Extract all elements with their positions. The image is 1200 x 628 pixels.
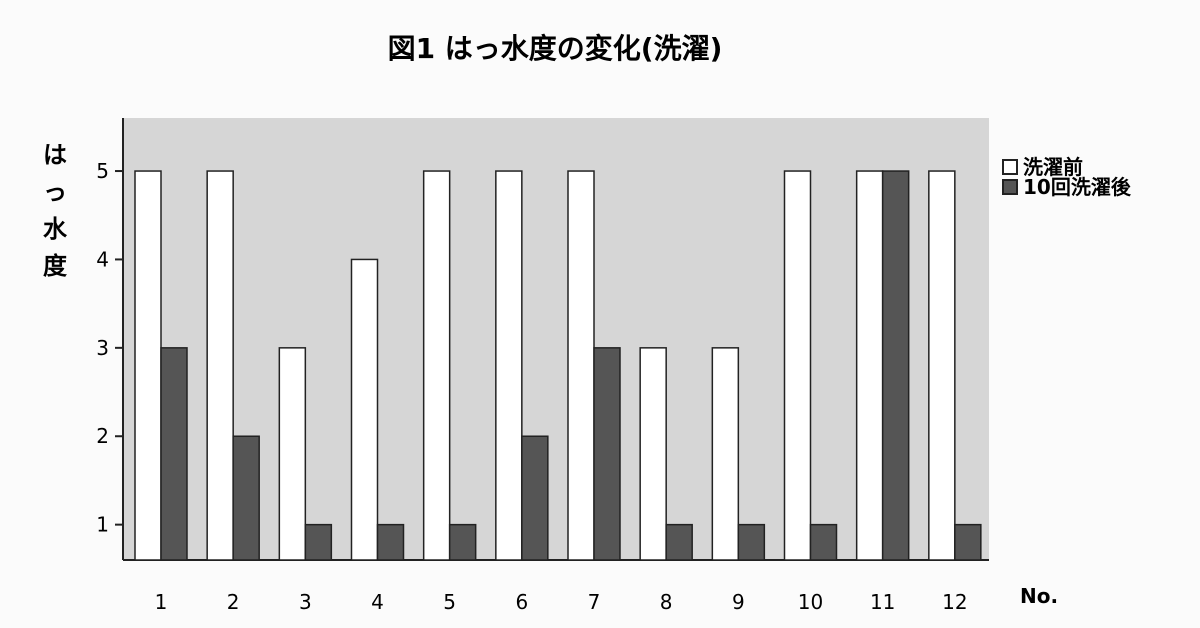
bar-after-5 [448, 523, 477, 561]
x-tick-label-2: 2 [227, 590, 240, 614]
bar-after-8 [665, 523, 693, 561]
x-tick-label-3: 3 [299, 590, 312, 614]
bar-before-2 [206, 170, 234, 561]
bar-before-8 [639, 347, 667, 561]
bar-before-4 [350, 258, 379, 561]
bar-after-9 [737, 523, 766, 561]
bar-after-3 [304, 523, 333, 561]
bar-before-12 [928, 170, 956, 561]
bar-after-7 [593, 347, 621, 561]
x-tick-label-5: 5 [443, 590, 456, 614]
legend-label-after: 10回洗濯後 [1023, 175, 1132, 199]
y-axis-label-char-2: っ [43, 178, 67, 206]
y-axis-label-char-1: は [43, 141, 67, 169]
bar-after-2 [232, 435, 260, 561]
bar-before-7 [567, 170, 595, 561]
y-tick-label: 4 [96, 247, 109, 271]
y-tick-label: 5 [96, 159, 109, 183]
y-ticks: 1 2 3 4 5 [96, 159, 123, 537]
y-tick-label: 2 [96, 424, 109, 448]
y-axis-label: は っ 水 度 [43, 141, 68, 280]
x-ticks: 1 2 3 4 5 6 7 8 9 10 11 12 [155, 590, 968, 614]
bar-before-6 [495, 170, 523, 561]
x-tick-label-6: 6 [515, 590, 528, 614]
bar-before-3 [278, 347, 307, 561]
bar-after-10 [809, 523, 838, 561]
bar-after-4 [376, 523, 405, 561]
bar-after-6 [521, 435, 549, 561]
legend-swatch-after [1002, 179, 1018, 195]
y-axis-label-char-4: 度 [43, 252, 68, 280]
legend-swatch-before [1002, 159, 1018, 175]
y-tick-label: 1 [96, 513, 109, 537]
bar-after-1 [160, 347, 188, 561]
bar-before-1 [134, 170, 162, 561]
x-tick-label-9: 9 [732, 590, 745, 614]
x-tick-label-7: 7 [588, 590, 601, 614]
x-axis-label: No. [1020, 584, 1058, 608]
bar-after-11 [881, 170, 910, 561]
bars [134, 170, 982, 561]
plot-area [123, 118, 989, 560]
bar-before-9 [711, 347, 740, 561]
legend: 洗濯前 10回洗濯後 [1002, 155, 1132, 199]
chart-title: 図1 はっ水度の変化(洗濯) [388, 32, 723, 65]
x-tick-label-1: 1 [155, 590, 168, 614]
x-tick-label-11: 11 [870, 590, 895, 614]
y-tick-label: 3 [96, 336, 109, 360]
legend-label-before: 洗濯前 [1023, 155, 1083, 179]
bar-before-5 [422, 170, 451, 561]
bar-after-12 [954, 523, 982, 561]
x-tick-label-8: 8 [660, 590, 673, 614]
bar-before-10 [783, 170, 812, 561]
bar-before-11 [855, 170, 884, 561]
x-tick-label-10: 10 [798, 590, 823, 614]
x-tick-label-4: 4 [371, 590, 384, 614]
y-axis-label-char-3: 水 [43, 215, 68, 243]
x-tick-label-12: 12 [942, 590, 967, 614]
